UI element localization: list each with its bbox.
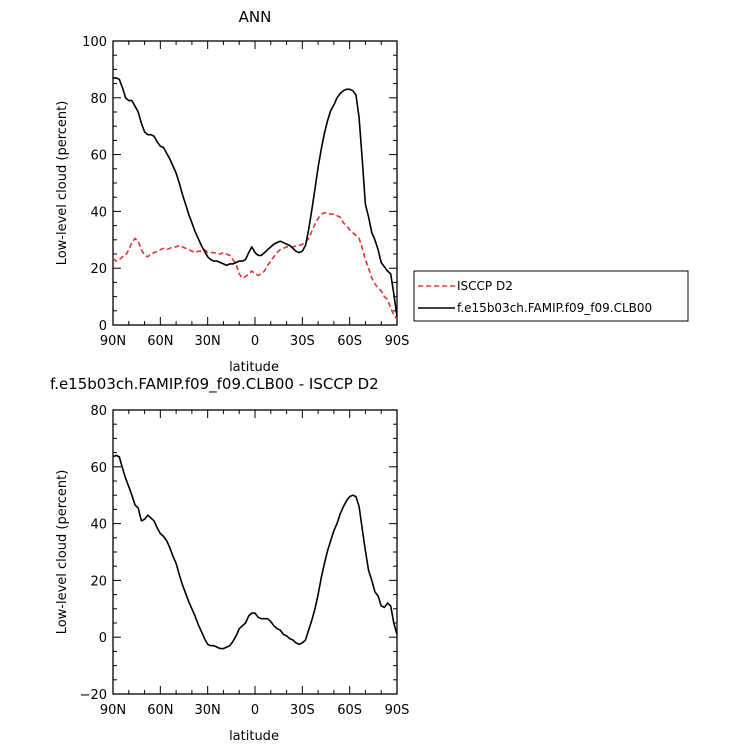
y-tick-label: 40 [90,205,107,220]
x-tick-label: 30S [290,703,315,718]
plot-frame-bottom [112,409,398,695]
y-ticks-bottom: −20 0 20 40 60 80 [80,404,397,703]
plot-frame-top [112,40,398,326]
x-tick-label: 60S [337,334,362,349]
y-axis-label-top: Low-level cloud (percent) [55,101,70,266]
legend-box [413,270,689,322]
series-line-isccp-d2 [112,212,398,320]
y-tick-label: 80 [90,404,107,419]
x-tick-label: 60N [147,703,173,718]
x-tick-label: 60S [337,703,362,718]
x-tick-label: 90N [100,334,126,349]
x-tick-label: 30S [290,334,315,349]
x-tick-label: 0 [251,334,259,349]
legend-label-model: f.e15b03ch.FAMIP.f09_f09.CLB00 [457,301,652,315]
legend-label-isccp: ISCCP D2 [457,279,513,293]
y-tick-label: 0 [99,319,107,334]
y-tick-label: 60 [90,461,107,476]
x-axis-label-bottom: latitude [229,729,279,744]
series-line-f-e15b03ch-famip-f09-f09-clb00 [113,77,398,317]
x-ticks-bottom: 90N 60N 30N 0 30S 60S 90S [100,410,410,718]
x-tick-label: 30N [195,703,221,718]
x-ticks-top: 90N 60N 30N 0 30S 60S 90S [100,41,410,349]
plot-top: ANN 0 20 40 60 80 100 90N 60N 30N 0 30S 60S 90S lat… [55,8,409,375]
x-axis-label-top: latitude [229,360,279,375]
y-tick-label: −20 [80,688,107,703]
chart-title-top: ANN [239,8,272,26]
y-ticks-top: 0 20 40 60 80 100 [82,35,397,334]
x-tick-label: 60N [147,334,173,349]
plot-bottom: f.e15b03ch.FAMIP.f09_f09.CLB00 - ISCCP D… [50,375,409,744]
y-tick-label: 20 [90,262,107,277]
x-tick-label: 30N [195,334,221,349]
legend: ISCCP D2 f.e15b03ch.FAMIP.f09_f09.CLB00 [413,270,689,322]
y-tick-label: 100 [82,35,107,50]
y-tick-label: 0 [99,631,107,646]
y-tick-label: 40 [90,518,107,533]
x-tick-label: 90S [385,334,410,349]
y-tick-label: 80 [90,92,107,107]
series-lines-top [112,77,398,320]
y-tick-label: 60 [90,149,107,164]
series-line-difference [112,454,398,650]
chart-title-bottom: f.e15b03ch.FAMIP.f09_f09.CLB00 - ISCCP D… [50,375,379,394]
y-tick-label: 20 [90,574,107,589]
y-axis-label-bottom: Low-level cloud (percent) [55,470,70,635]
x-tick-label: 90N [100,703,126,718]
x-tick-label: 90S [385,703,410,718]
series-lines-bottom [112,454,398,650]
x-tick-label: 0 [251,703,259,718]
